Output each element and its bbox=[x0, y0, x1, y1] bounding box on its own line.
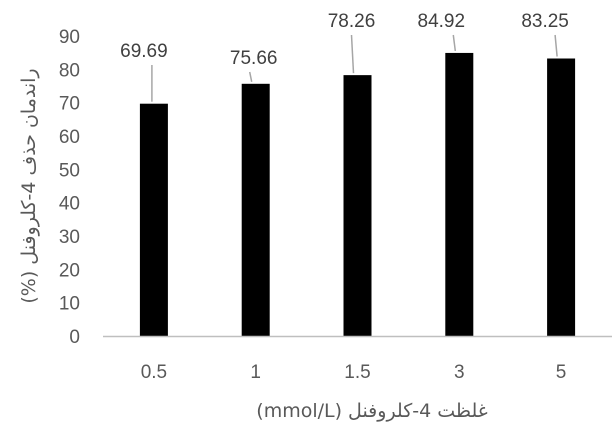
bar bbox=[139, 103, 168, 336]
data-label: 75.66 bbox=[230, 48, 278, 69]
bar bbox=[241, 83, 270, 336]
data-label-leaders bbox=[151, 34, 558, 102]
x-axis-title: غلظت 4-کلروفنل (mmol/L) bbox=[256, 400, 488, 422]
x-tick-label: 1.5 bbox=[344, 362, 370, 383]
y-tick-label: 0 bbox=[69, 327, 80, 348]
data-labels: 69.69 75.66 78.26 84.92 83.25 bbox=[120, 11, 569, 69]
data-label: 84.92 bbox=[418, 11, 466, 32]
x-tick-label: 0.5 bbox=[141, 362, 167, 383]
x-tick-label: 3 bbox=[454, 362, 465, 383]
data-label: 83.25 bbox=[521, 11, 569, 32]
data-label-leader bbox=[554, 34, 558, 57]
data-label-leader bbox=[350, 34, 355, 74]
data-label: 69.69 bbox=[120, 41, 168, 62]
bar bbox=[343, 75, 372, 336]
y-tick-label: 90 bbox=[59, 27, 80, 48]
y-axis-title: راندمان حذف 4-کلروفنل (%) bbox=[18, 68, 40, 303]
y-tick-label: 50 bbox=[59, 160, 80, 181]
bars bbox=[139, 52, 576, 336]
x-tick-label: 5 bbox=[556, 362, 567, 383]
y-tick-label: 30 bbox=[59, 227, 80, 248]
data-label: 78.26 bbox=[328, 11, 376, 32]
bar bbox=[547, 58, 576, 336]
y-tick-label: 20 bbox=[59, 260, 80, 281]
x-tick-label: 1 bbox=[250, 362, 261, 383]
y-tick-label: 70 bbox=[59, 94, 80, 115]
y-axis-ticks: 0 10 20 30 40 50 60 70 80 90 bbox=[59, 27, 80, 348]
data-label-leader bbox=[452, 34, 457, 52]
y-tick-label: 10 bbox=[59, 294, 80, 315]
y-tick-label: 60 bbox=[59, 127, 80, 148]
bar bbox=[445, 52, 474, 336]
y-tick-label: 40 bbox=[59, 194, 80, 215]
x-axis-ticks: 0.5 1 1.5 3 5 bbox=[141, 362, 567, 383]
y-tick-label: 80 bbox=[59, 60, 80, 81]
data-label-leader bbox=[248, 71, 253, 82]
